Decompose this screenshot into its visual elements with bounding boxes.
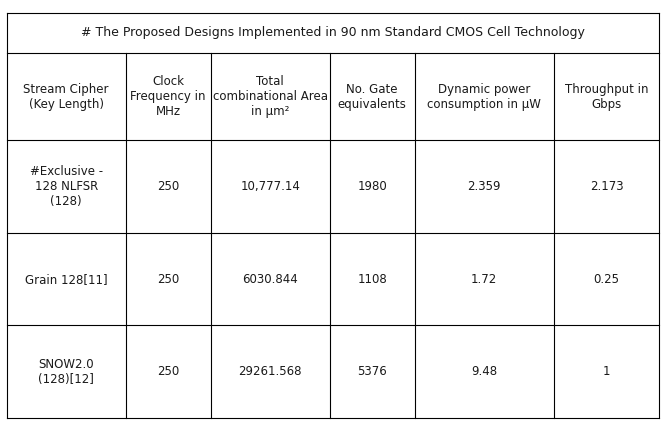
- Text: # The Proposed Designs Implemented in 90 nm Standard CMOS Cell Technology: # The Proposed Designs Implemented in 90…: [81, 26, 585, 39]
- Text: 0.25: 0.25: [593, 273, 619, 286]
- Text: Throughput in
Gbps: Throughput in Gbps: [565, 83, 649, 111]
- Text: 2.359: 2.359: [468, 180, 501, 193]
- Text: SNOW2.0
(128)[12]: SNOW2.0 (128)[12]: [38, 357, 94, 386]
- Text: 1: 1: [603, 365, 611, 378]
- Text: 1.72: 1.72: [471, 273, 498, 286]
- Text: 1980: 1980: [357, 180, 387, 193]
- Text: 29261.568: 29261.568: [238, 365, 302, 378]
- Text: 1108: 1108: [357, 273, 387, 286]
- Text: 6030.844: 6030.844: [242, 273, 298, 286]
- Text: 250: 250: [157, 365, 179, 378]
- Text: No. Gate
equivalents: No. Gate equivalents: [338, 83, 406, 111]
- Text: Stream Cipher
(Key Length): Stream Cipher (Key Length): [23, 83, 109, 111]
- Text: 9.48: 9.48: [472, 365, 498, 378]
- Text: 10,777.14: 10,777.14: [240, 180, 300, 193]
- Text: 2.173: 2.173: [590, 180, 623, 193]
- Text: 250: 250: [157, 180, 179, 193]
- Text: Dynamic power
consumption in μW: Dynamic power consumption in μW: [428, 83, 541, 111]
- Text: 5376: 5376: [357, 365, 387, 378]
- Text: 250: 250: [157, 273, 179, 286]
- Text: Grain 128[11]: Grain 128[11]: [25, 273, 107, 286]
- Text: Clock
Frequency in
MHz: Clock Frequency in MHz: [131, 75, 206, 118]
- Text: Total
combinational Area
in μm²: Total combinational Area in μm²: [212, 75, 328, 118]
- Text: #Exclusive -
128 NLFSR
(128): #Exclusive - 128 NLFSR (128): [29, 165, 103, 208]
